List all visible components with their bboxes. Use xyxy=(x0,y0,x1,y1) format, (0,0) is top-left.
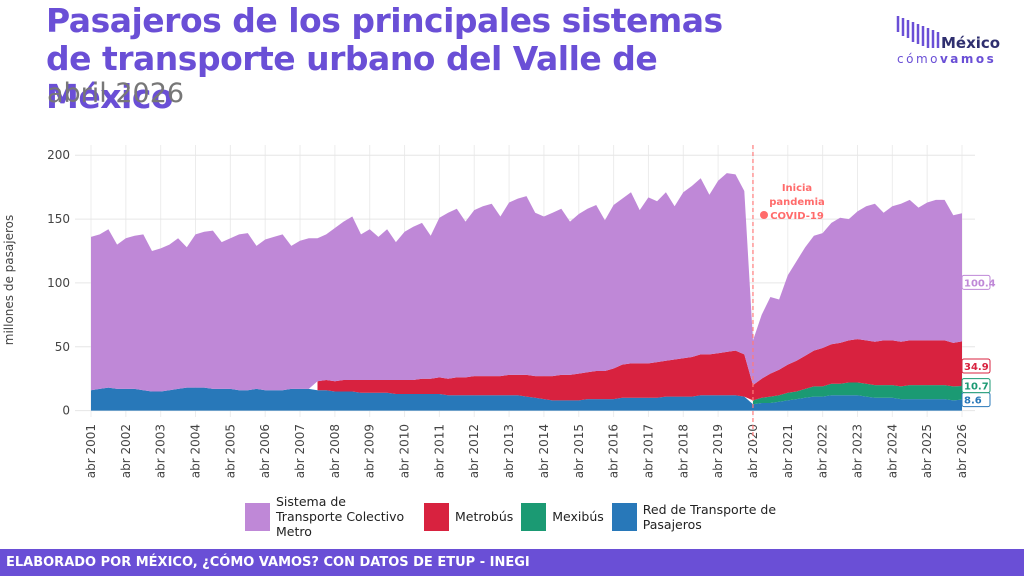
annotation-text: COVID-19 xyxy=(770,211,824,222)
annotation-text: pandemia xyxy=(769,197,825,208)
logo-tagline: cómovamos xyxy=(897,52,996,66)
end-label-text: 100.4 xyxy=(964,278,996,289)
end-label: 8.6 xyxy=(961,392,991,408)
y-axis-label: millones de pasajeros xyxy=(2,215,16,345)
subtitle: abril 2026 xyxy=(47,78,185,109)
area xyxy=(317,339,962,401)
x-tick-label: abr 2005 xyxy=(223,424,237,478)
x-tick-label: abr 2015 xyxy=(572,424,586,478)
end-label: 100.4 xyxy=(961,274,996,290)
x-tick-label: abr 2020 xyxy=(746,424,760,478)
x-tick-label: abr 2025 xyxy=(920,424,934,478)
legend-label: Metrobús xyxy=(455,509,514,524)
x-tick-label: abr 2008 xyxy=(328,424,342,478)
legend-item: Metrobús xyxy=(424,502,514,531)
legend-label: Mexibús xyxy=(552,509,604,524)
x-tick-label: abr 2002 xyxy=(119,424,133,478)
x-tick-label: abr 2007 xyxy=(293,424,307,478)
x-tick-label: abr 2024 xyxy=(885,424,899,478)
area xyxy=(91,387,962,411)
end-label: 34.9 xyxy=(961,358,991,374)
virus-icon xyxy=(760,211,768,219)
legend-label: Sistema de Transporte Colectivo Metro xyxy=(276,494,405,539)
x-tick-label: abr 2012 xyxy=(467,424,481,478)
x-tick-label: abr 2023 xyxy=(850,424,864,478)
legend-swatch xyxy=(424,502,449,531)
legend-item: Sistema de Transporte Colectivo Metro xyxy=(245,494,416,539)
end-label-text: 34.9 xyxy=(964,362,989,373)
area xyxy=(753,382,962,405)
legend-item: Red de Transporte de Pasajeros xyxy=(611,501,783,532)
annotation-text: Inicia xyxy=(782,183,812,194)
legend-swatch xyxy=(521,502,547,531)
legend-item: Mexibús xyxy=(521,502,604,531)
end-label-text: 8.6 xyxy=(964,396,982,407)
x-tick-label: abr 2022 xyxy=(816,424,830,478)
logo-icon xyxy=(896,16,940,48)
y-tick-label: 200 xyxy=(47,148,70,162)
legend-swatch xyxy=(245,502,270,531)
x-tick-label: abr 2001 xyxy=(84,424,98,478)
x-tick-label: abr 2003 xyxy=(154,424,168,478)
x-tick-label: abr 2019 xyxy=(711,424,725,478)
chart: millones de pasajeros abr 2001 abr 2002 ab… xyxy=(2,145,996,478)
logo-name: México xyxy=(941,34,1001,52)
area xyxy=(91,173,962,392)
y-tick-label: 0 xyxy=(62,404,70,418)
x-tick-label: abr 2004 xyxy=(189,424,203,478)
x-tick-label: abr 2013 xyxy=(502,424,516,478)
title: Pasajeros de los principales sistemas de… xyxy=(46,1,723,116)
legend: Sistema de Transporte Colectivo Metro Met… xyxy=(245,494,783,539)
x-tick-label: abr 2021 xyxy=(781,424,795,478)
end-label-box xyxy=(961,378,991,394)
x-tick-label: abr 2009 xyxy=(363,424,377,478)
footer: ELABORADO POR MÉXICO, ¿CÓMO VAMOS? CON D… xyxy=(0,549,1024,576)
logo: México cómovamos xyxy=(895,14,1005,74)
y-tick-label: 150 xyxy=(47,212,70,226)
x-tick-label: abr 2014 xyxy=(537,424,551,478)
logo-tag-a: cómo xyxy=(897,52,940,66)
end-label: 10.7 xyxy=(961,378,991,394)
x-tick-label: abr 2018 xyxy=(676,424,690,478)
legend-label: Red de Transporte de Pasajeros xyxy=(642,501,777,532)
logo-tag-b: vamos xyxy=(939,52,997,66)
x-tick-label: abr 2006 xyxy=(258,424,272,478)
x-tick-label: abr 2016 xyxy=(607,424,621,478)
y-tick-label: 100 xyxy=(47,276,70,290)
end-label-box xyxy=(961,274,991,290)
y-tick-label: 50 xyxy=(55,340,70,354)
end-label-box xyxy=(961,358,991,374)
legend-swatch xyxy=(611,502,637,531)
x-tick-label: abr 2026 xyxy=(955,424,969,478)
end-label-text: 10.7 xyxy=(964,382,989,393)
x-tick-label: abr 2010 xyxy=(398,424,412,478)
x-tick-label: abr 2017 xyxy=(641,424,655,478)
x-tick-label: abr 2011 xyxy=(432,424,446,478)
